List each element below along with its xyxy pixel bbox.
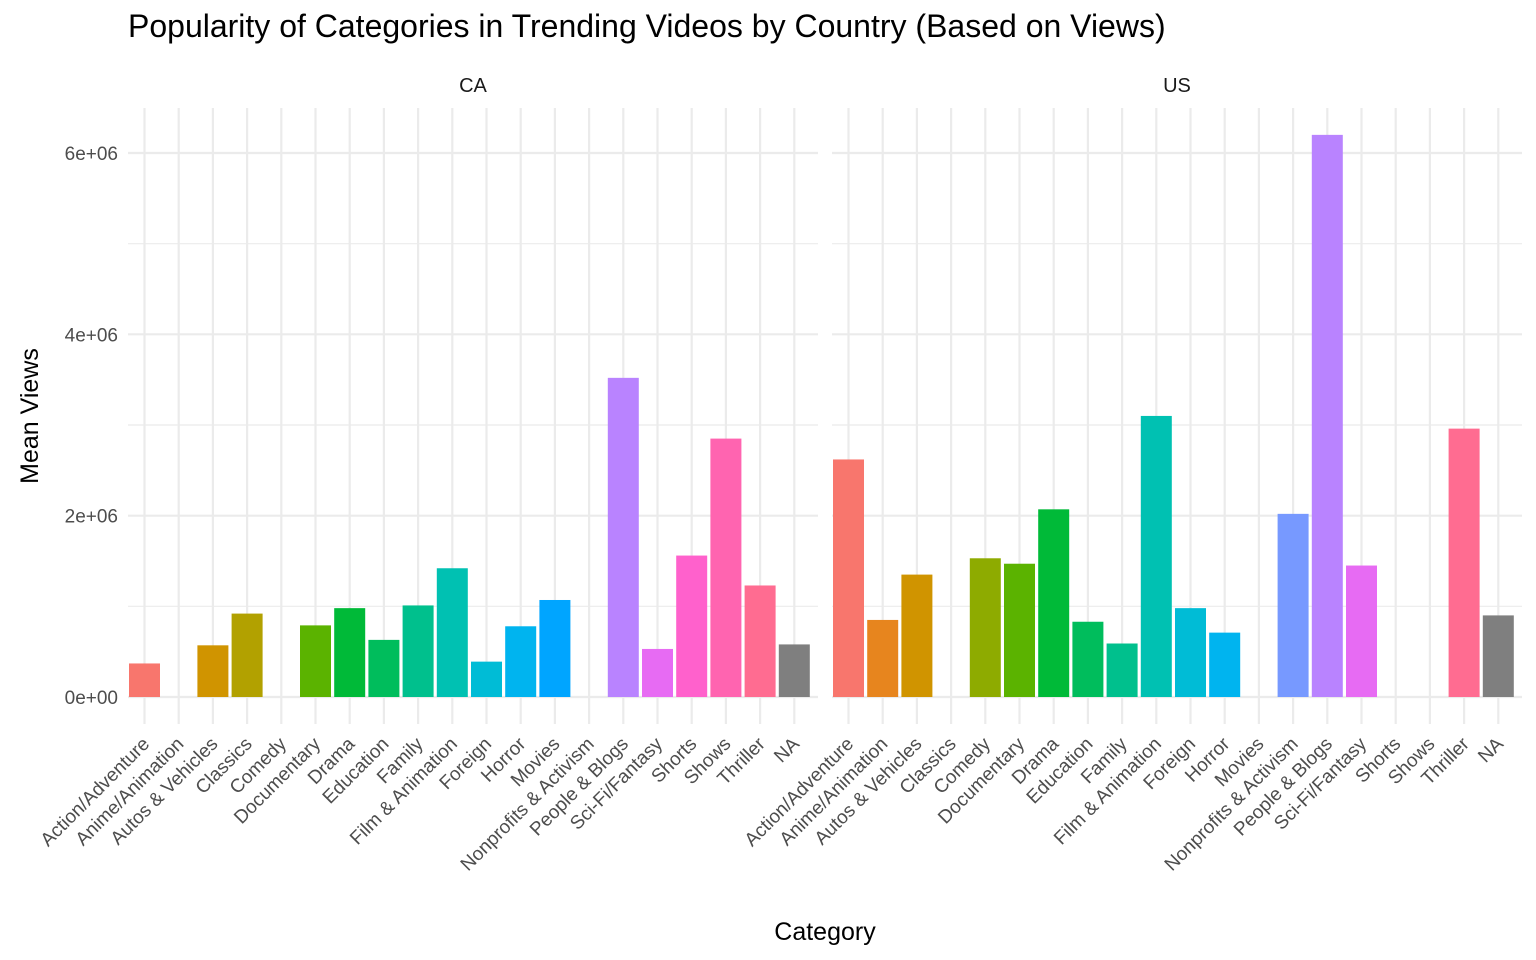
chart-title: Popularity of Categories in Trending Vid… bbox=[128, 8, 1166, 44]
y-tick-label: 0e+00 bbox=[65, 688, 118, 709]
bar bbox=[300, 625, 331, 697]
bar bbox=[1346, 565, 1377, 697]
y-tick-label: 6e+06 bbox=[65, 144, 118, 165]
bar bbox=[1482, 615, 1514, 697]
bar bbox=[231, 613, 263, 697]
bar bbox=[607, 377, 639, 697]
bar bbox=[1448, 428, 1480, 697]
bar bbox=[710, 438, 742, 697]
bar bbox=[867, 619, 899, 697]
bar bbox=[402, 605, 434, 697]
bar bbox=[129, 663, 160, 697]
bar bbox=[676, 555, 708, 697]
bar bbox=[833, 459, 864, 697]
bar bbox=[1038, 509, 1070, 697]
bar bbox=[539, 599, 571, 697]
bar bbox=[368, 639, 400, 697]
y-axis-title: Mean Views bbox=[16, 348, 44, 484]
bar bbox=[1311, 134, 1343, 697]
bar-layer bbox=[129, 134, 1514, 697]
bar bbox=[471, 661, 502, 697]
bar bbox=[436, 568, 468, 697]
bar bbox=[778, 644, 810, 697]
facet-label: US bbox=[1163, 75, 1191, 97]
bar bbox=[1175, 608, 1206, 697]
bar bbox=[642, 648, 673, 697]
bar bbox=[969, 558, 1001, 697]
bar bbox=[744, 585, 776, 697]
x-axis-title: Category bbox=[774, 918, 876, 946]
y-tick-label: 4e+06 bbox=[65, 325, 118, 346]
bar bbox=[1072, 621, 1104, 697]
bar bbox=[1004, 563, 1035, 697]
bar bbox=[197, 645, 229, 697]
x-tick-label: NA bbox=[770, 733, 804, 767]
x-tick-label: NA bbox=[1474, 733, 1508, 767]
bar bbox=[901, 574, 933, 697]
bar bbox=[1106, 643, 1138, 697]
bar bbox=[1277, 513, 1309, 697]
y-tick-label: 2e+06 bbox=[65, 507, 118, 528]
bar bbox=[1209, 632, 1241, 697]
bar bbox=[334, 608, 366, 697]
bar bbox=[505, 626, 537, 697]
facet-label: CA bbox=[459, 75, 487, 97]
bar bbox=[1140, 415, 1172, 697]
